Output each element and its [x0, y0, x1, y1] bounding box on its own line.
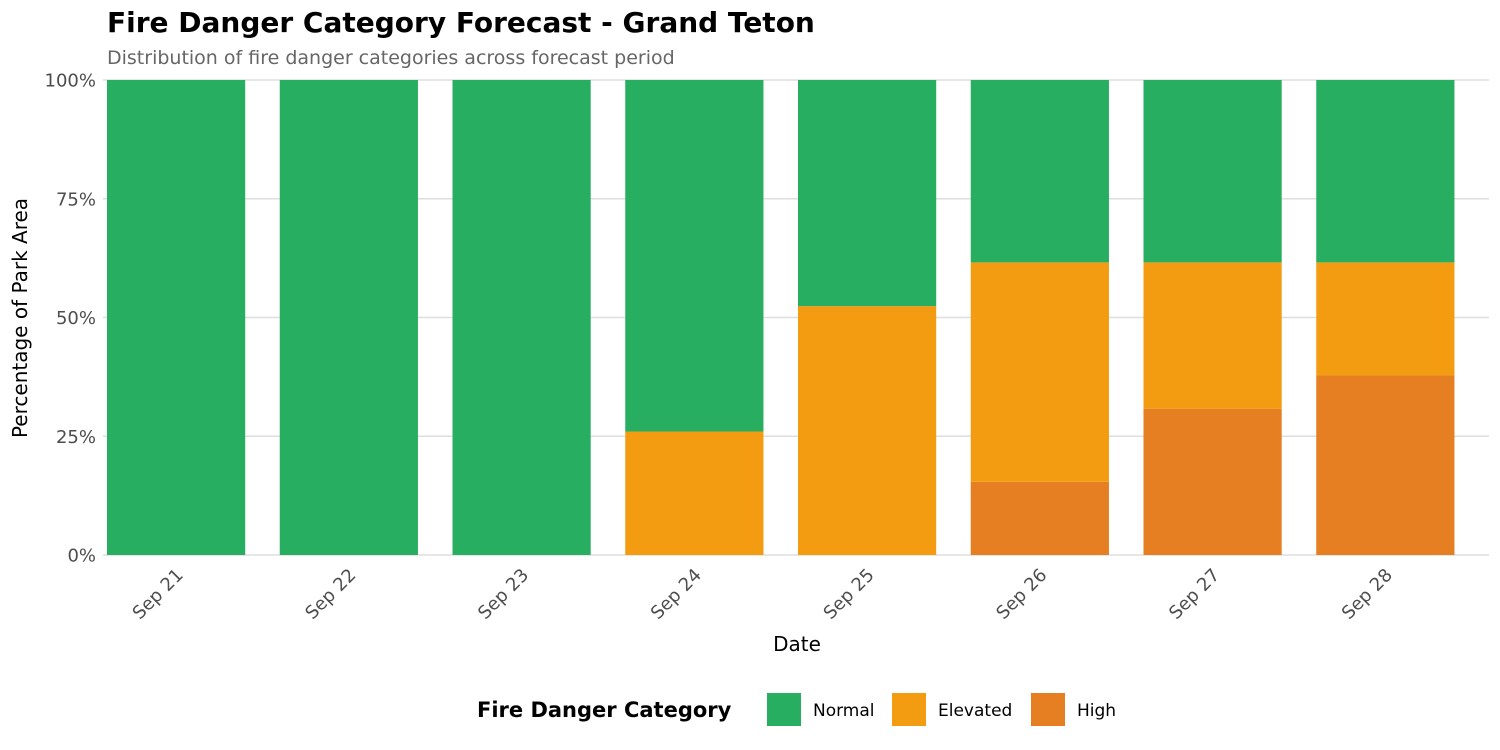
- chart-subtitle: Distribution of fire danger categories a…: [107, 47, 675, 69]
- x-tick-label: Sep 22: [301, 565, 360, 624]
- bar-normal-sep-22: [279, 80, 418, 555]
- bars: [107, 80, 1455, 555]
- x-tick-label: Sep 25: [820, 565, 879, 624]
- bar-high-sep-28: [1316, 375, 1455, 555]
- bar-normal-sep-24: [625, 80, 764, 432]
- y-tick-label: 100%: [45, 71, 96, 92]
- y-tick-label: 0%: [67, 546, 96, 567]
- x-axis-title: Date: [773, 632, 821, 656]
- legend-label-elevated: Elevated: [938, 701, 1012, 721]
- bar-high-sep-27: [1143, 408, 1282, 555]
- legend-key-elevated: [892, 693, 926, 726]
- bar-high-sep-26: [970, 481, 1109, 555]
- bar-elevated-sep-27: [1143, 262, 1282, 409]
- y-tick-label: 75%: [56, 189, 96, 210]
- bar-normal-sep-28: [1316, 80, 1455, 263]
- x-tick-label: Sep 28: [1338, 565, 1397, 624]
- bar-elevated-sep-25: [798, 306, 937, 555]
- y-tick-label: 50%: [56, 308, 96, 329]
- y-axis-title: Percentage of Park Area: [8, 198, 32, 438]
- x-tick-label: Sep 21: [129, 565, 188, 624]
- bar-normal-sep-23: [452, 80, 591, 555]
- bar-normal-sep-25: [798, 80, 937, 307]
- y-axis-ticks: 0% 25% 50% 75% 100%: [45, 71, 96, 567]
- legend-key-normal: [767, 693, 801, 726]
- bar-elevated-sep-24: [625, 431, 764, 555]
- bar-elevated-sep-26: [970, 262, 1109, 482]
- bar-normal-sep-27: [1143, 80, 1282, 263]
- x-tick-label: Sep 26: [992, 565, 1051, 624]
- y-tick-label: 25%: [56, 427, 96, 448]
- legend-title: Fire Danger Category: [477, 698, 732, 722]
- bar-normal-sep-26: [970, 80, 1109, 263]
- x-tick-label: Sep 27: [1165, 565, 1224, 624]
- x-tick-label: Sep 24: [647, 565, 706, 624]
- bar-elevated-sep-28: [1316, 262, 1455, 376]
- legend-key-high: [1031, 693, 1065, 726]
- x-axis-ticks: Sep 21 Sep 22 Sep 23 Sep 24 Sep 25 Sep 26 Sep …: [129, 565, 1397, 624]
- x-tick-label: Sep 23: [474, 565, 533, 624]
- legend: Fire Danger Category Normal Elevated High: [477, 693, 1116, 726]
- legend-label-high: High: [1077, 701, 1116, 721]
- legend-label-normal: Normal: [813, 701, 875, 721]
- chart-title: Fire Danger Category Forecast - Grand Te…: [107, 6, 815, 39]
- bar-normal-sep-21: [107, 80, 246, 555]
